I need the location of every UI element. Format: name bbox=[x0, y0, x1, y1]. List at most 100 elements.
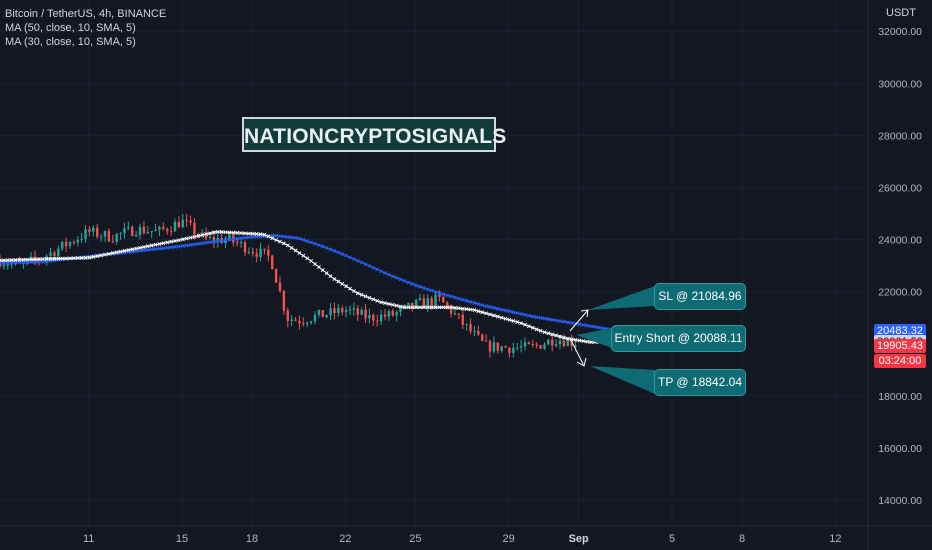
ma-point bbox=[414, 283, 419, 288]
candle-body bbox=[306, 322, 309, 324]
ma-point bbox=[453, 305, 457, 310]
ma-point bbox=[503, 316, 508, 321]
candle-body bbox=[391, 311, 394, 316]
ma-point bbox=[523, 312, 527, 317]
candle-body bbox=[290, 319, 293, 321]
candle-body bbox=[465, 324, 468, 326]
candle-body bbox=[496, 342, 499, 351]
candle-body bbox=[76, 239, 79, 243]
ma-point bbox=[542, 330, 547, 335]
ma-point bbox=[56, 256, 61, 261]
chart-grid bbox=[0, 0, 868, 526]
candle-body bbox=[166, 228, 169, 232]
candle-body bbox=[539, 345, 542, 349]
candle-body bbox=[10, 263, 13, 265]
ma-point bbox=[441, 292, 446, 297]
ma-point bbox=[250, 234, 255, 239]
candle-body bbox=[457, 313, 461, 315]
ma-point bbox=[538, 315, 543, 320]
ma-point bbox=[138, 248, 142, 253]
currency-label[interactable]: USDT bbox=[886, 7, 916, 19]
candle-body bbox=[317, 309, 321, 315]
price-tick-label: 32000.00 bbox=[878, 26, 922, 38]
price-tick-label: 28000.00 bbox=[878, 130, 922, 142]
candle-body bbox=[236, 242, 239, 244]
legend-ma30[interactable]: MA (30, close, 10, SMA, 5) bbox=[5, 36, 136, 48]
ma-point bbox=[511, 318, 516, 323]
ma-point bbox=[200, 233, 205, 238]
candle-body bbox=[107, 230, 111, 242]
ma-point bbox=[71, 256, 76, 261]
candle-body bbox=[407, 302, 410, 306]
ma-point bbox=[491, 305, 496, 310]
chart-legend: Bitcoin / TetherUS, 4h, BINANCE MA (50, … bbox=[5, 7, 166, 49]
candle-body bbox=[333, 308, 336, 314]
price-axis: 32000.00 30000.00 28000.00 26000.00 24000.00… bbox=[867, 0, 922, 550]
candle-body bbox=[177, 221, 181, 228]
moving-averages bbox=[0, 229, 626, 345]
ma30-line bbox=[0, 231, 626, 343]
ma-point bbox=[585, 339, 590, 344]
ma-point bbox=[211, 239, 216, 244]
sl-bubble: SL @ 21084.96 bbox=[654, 283, 746, 310]
ma-point bbox=[371, 265, 376, 270]
ma-point bbox=[184, 236, 189, 241]
candle-body bbox=[554, 344, 558, 346]
ma-point bbox=[274, 237, 279, 242]
ma-point bbox=[453, 295, 457, 300]
ma-point bbox=[278, 239, 282, 244]
ma-point bbox=[173, 238, 177, 243]
candle-body bbox=[321, 309, 324, 318]
candle-body bbox=[551, 339, 554, 346]
ma-point bbox=[530, 325, 535, 330]
ma-point bbox=[231, 230, 236, 235]
ma-point bbox=[394, 275, 399, 280]
ma-point bbox=[258, 232, 263, 237]
ma-point bbox=[316, 243, 321, 247]
candle-body bbox=[325, 315, 328, 318]
ma-point bbox=[359, 260, 364, 265]
ma-point bbox=[488, 305, 492, 309]
ma-point bbox=[425, 287, 430, 292]
ma-point bbox=[106, 251, 111, 256]
price-tick-label: 16000.00 bbox=[878, 443, 922, 455]
ma-point bbox=[192, 234, 197, 239]
ma-point bbox=[371, 297, 376, 302]
ma-point bbox=[495, 314, 500, 319]
ma-point bbox=[530, 314, 535, 319]
ma-point bbox=[5, 258, 10, 263]
price-tick-label: 14000.00 bbox=[878, 495, 922, 507]
ma-point bbox=[542, 316, 547, 321]
candle-body bbox=[527, 342, 531, 345]
ma-point bbox=[515, 320, 520, 324]
time-tick-label: 5 bbox=[669, 533, 675, 545]
candle-body bbox=[239, 242, 243, 244]
ma-point bbox=[348, 286, 352, 291]
ma-point bbox=[410, 305, 415, 310]
tp-bubble: TP @ 18842.04 bbox=[654, 369, 746, 396]
ma-point bbox=[596, 325, 601, 330]
ma-point bbox=[99, 253, 104, 258]
candle-body bbox=[313, 314, 317, 322]
ma-point bbox=[223, 230, 228, 235]
candle-body bbox=[271, 255, 274, 270]
candle-body bbox=[278, 282, 282, 292]
ma-point bbox=[441, 305, 446, 310]
candle-body bbox=[123, 228, 126, 234]
ma-point bbox=[332, 277, 337, 282]
ma-point bbox=[281, 241, 286, 246]
ma-point bbox=[546, 331, 551, 336]
candle-body bbox=[562, 340, 566, 347]
ma-point bbox=[180, 237, 185, 242]
ma-point bbox=[581, 339, 586, 344]
candle-body bbox=[570, 339, 573, 346]
candle-body bbox=[574, 345, 577, 347]
ma-point bbox=[204, 232, 209, 237]
candle-body bbox=[224, 239, 227, 244]
candle-body bbox=[547, 339, 550, 345]
ma-point bbox=[118, 249, 123, 254]
legend-ma50[interactable]: MA (50, close, 10, SMA, 5) bbox=[5, 22, 136, 34]
legend-symbol[interactable]: Bitcoin / TetherUS, 4h, BINANCE bbox=[5, 8, 167, 20]
candle-body bbox=[298, 320, 301, 324]
